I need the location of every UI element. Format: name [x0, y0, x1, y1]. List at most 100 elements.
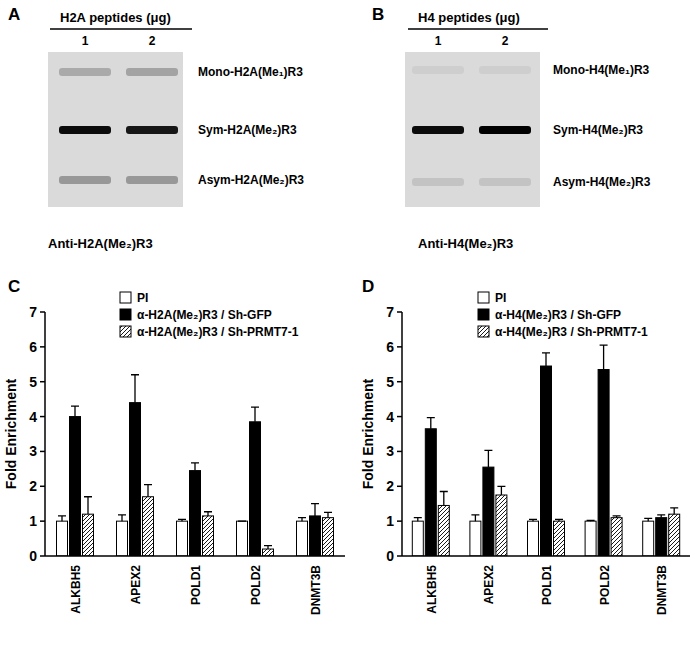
figure: AH2A peptides (μg)12Mono-H2A(Me₁)R3Sym-H… [0, 0, 700, 649]
bar [323, 518, 334, 556]
legend-swatch [120, 326, 131, 337]
y-axis-label: Fold Enrichment [3, 378, 19, 489]
bar [203, 516, 214, 556]
error-bar [191, 463, 199, 471]
band-label: Asym-H4(Me₂)R3 [553, 175, 651, 189]
bar [70, 417, 81, 556]
x-tick-label: APEX2 [129, 565, 143, 605]
error-bar [670, 508, 678, 514]
bar [117, 521, 128, 556]
y-axis [401, 312, 403, 556]
bars [412, 345, 679, 556]
bar [585, 521, 596, 556]
title-underline [50, 28, 192, 30]
y-tick-label: 6 [386, 339, 394, 355]
band-label: Sym-H2A(Me₂)R3 [198, 123, 297, 137]
lane-label: 2 [149, 34, 156, 48]
band [412, 178, 464, 186]
bar [483, 467, 494, 556]
band [59, 176, 111, 184]
bar [263, 549, 274, 556]
antibody-label: Anti-H4(Me₂)R3 [418, 236, 513, 251]
y-tick-label: 5 [29, 374, 37, 390]
bar [83, 514, 94, 556]
x-tick-label: DNMT3B [655, 565, 669, 615]
legend-label: α-H2A(Me₂)R3 / Sh-GFP [137, 308, 272, 322]
error-bar [555, 519, 563, 521]
error-bar [131, 375, 139, 403]
error-bar [613, 516, 621, 518]
error-bar [529, 519, 537, 521]
bar [438, 505, 449, 556]
band [412, 126, 464, 134]
bar [412, 521, 423, 556]
blot-title: H4 peptides (μg) [418, 10, 520, 25]
lane-label: 1 [82, 34, 89, 48]
band [479, 66, 531, 74]
x-tick-label: DNMT3B [309, 565, 323, 615]
bar-chart: C01234567Fold EnrichmentALKBH5APEX2POLD1… [3, 277, 345, 615]
x-tick-label: POLD1 [189, 565, 203, 605]
legend-label: α-H4(Me₂)R3 / Sh-PRMT7-1 [495, 325, 648, 339]
error-bar [324, 512, 332, 517]
error-bar [644, 518, 652, 521]
error-bar [118, 515, 126, 521]
error-bar [204, 512, 212, 516]
legend-swatch [478, 292, 489, 303]
bar [598, 370, 609, 556]
bar [611, 518, 622, 556]
blot-panel: AH2A peptides (μg)12Mono-H2A(Me₁)R3Sym-H… [8, 5, 304, 251]
x-tick-label: POLD2 [249, 565, 263, 605]
legend-swatch [478, 326, 489, 337]
bar [554, 521, 565, 556]
band [479, 126, 531, 134]
x-axis [45, 555, 345, 557]
legend-label: α-H4(Me₂)R3 / Sh-GFP [495, 308, 621, 322]
panel-letter: A [8, 5, 20, 24]
band [412, 66, 464, 74]
y-tick-label: 6 [29, 339, 37, 355]
x-tick-label: ALKBH5 [69, 565, 83, 614]
y-axis-label: Fold Enrichment [360, 378, 376, 489]
bar [143, 497, 154, 556]
error-bar [587, 520, 595, 522]
y-tick-label: 4 [29, 409, 37, 425]
legend-label: α-H2A(Me₂)R3 / Sh-PRMT7-1 [137, 325, 299, 339]
error-bar [414, 518, 422, 521]
x-tick-label: POLD1 [540, 565, 554, 605]
y-tick-label: 3 [29, 443, 37, 459]
y-tick-label: 3 [386, 443, 394, 459]
blot-title: H2A peptides (μg) [60, 10, 171, 25]
panel-letter: B [372, 5, 384, 24]
band-label: Mono-H4(Me₁)R3 [553, 63, 650, 77]
blot-panel: BH4 peptides (μg)12Mono-H4(Me₁)R3Sym-H4(… [372, 5, 651, 251]
x-axis [402, 555, 690, 557]
error-bar [251, 407, 259, 422]
legend-label: PI [495, 291, 506, 305]
error-bar [484, 450, 492, 467]
legend: PI α-H4(Me₂)R3 / Sh-GFP α-H4(Me₂)R3 / Sh-P… [478, 291, 648, 339]
legend: PIα-H2A(Me₂)R3 / Sh-GFPα-H2A(Me₂)R3 / Sh… [120, 291, 299, 339]
y-tick-label: 5 [386, 374, 394, 390]
error-bar [471, 515, 479, 521]
panel-letter: D [362, 277, 374, 296]
x-tick-label: POLD2 [598, 565, 612, 605]
y-tick-label: 4 [386, 409, 394, 425]
band [126, 126, 178, 134]
error-bar [427, 418, 435, 429]
band-label: Asym-H2A(Me₂)R3 [198, 173, 304, 187]
band [479, 178, 531, 186]
error-bar [264, 546, 272, 549]
bar [528, 521, 539, 556]
error-bar [58, 516, 66, 521]
bar [496, 495, 507, 556]
page: {"blots": [ {"panel": "A", "title": "H2A… [0, 0, 700, 649]
band-label: Sym-H4(Me₂)R3 [553, 123, 643, 137]
y-tick-label: 2 [386, 478, 394, 494]
bars [57, 375, 334, 556]
y-tick-label: 1 [29, 513, 37, 529]
error-bar [298, 518, 306, 521]
error-bar [238, 520, 246, 521]
bar [643, 521, 654, 556]
y-tick-label: 1 [386, 513, 394, 529]
